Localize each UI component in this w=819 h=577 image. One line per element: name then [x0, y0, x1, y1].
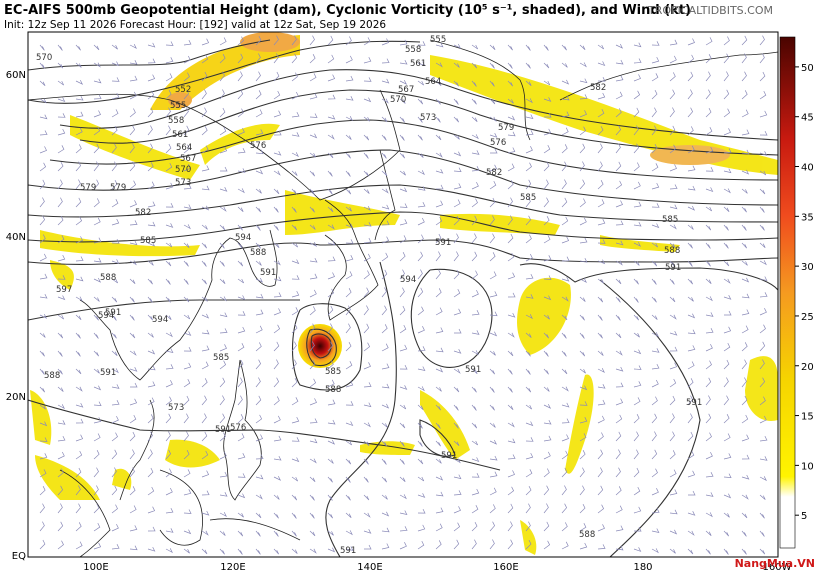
contour-label: 570: [390, 95, 406, 105]
contour-labels: 5705525555585615645675705735765795825855…: [36, 35, 702, 556]
contour-label: 573: [168, 403, 184, 413]
contour-label: 585: [213, 353, 229, 363]
contour-label: 591: [686, 398, 702, 408]
contour-label: 591: [441, 451, 457, 461]
lat-label: 40N: [6, 232, 26, 243]
colorbar: [779, 36, 796, 549]
lat-label: 20N: [6, 392, 26, 403]
contour-label: 561: [172, 130, 188, 140]
contour-label: 579: [498, 123, 514, 133]
contour-label: 564: [425, 77, 441, 87]
lon-label: 100E: [83, 562, 108, 573]
contour-label: 588: [325, 385, 341, 395]
lon-label: 160E: [493, 562, 518, 573]
contour-label: 582: [590, 83, 606, 93]
colorbar-tick-label: 35: [801, 212, 814, 223]
contour-label: 576: [490, 138, 506, 148]
contour-label: 591: [465, 365, 481, 375]
contour-label: 567: [398, 85, 414, 95]
contour-label: 579: [80, 183, 96, 193]
contour-label: 555: [430, 35, 446, 45]
subtitle: Init: 12z Sep 11 2026 Forecast Hour: [19…: [4, 19, 386, 31]
map-frame: [27, 31, 779, 558]
contour-label: 588: [250, 248, 266, 258]
map-background: [28, 32, 778, 557]
lon-label: 160W: [763, 562, 792, 573]
title: EC-AIFS 500mb Geopotential Height (dam),…: [4, 3, 691, 18]
contour-label: 591: [105, 308, 121, 318]
colorbar-tick-label: 20: [801, 362, 814, 373]
colorbar-tick-label: 50: [801, 63, 814, 74]
contour-label: 582: [135, 208, 151, 218]
wind-barb-field: [39, 35, 768, 555]
contour-label: 585: [140, 236, 156, 246]
contour-label: 582: [486, 168, 502, 178]
height-contours: [28, 39, 778, 557]
contour-label: 591: [665, 263, 681, 273]
lat-label: 60N: [6, 70, 26, 81]
lon-label: 120E: [220, 562, 245, 573]
wind-barbs: [39, 35, 768, 555]
watermark: NangMua.VN: [735, 557, 815, 570]
colorbar-tick-label: 5: [801, 511, 807, 522]
contour-label: 579: [110, 183, 126, 193]
contour-label: 591: [260, 268, 276, 278]
contour-label: 561: [410, 59, 426, 69]
axis-labels: 60N 40N 20N EQ 100E 120E 140E 160E 180 160W 5 10 15 2…: [6, 63, 814, 573]
colorbar-tick-label: 45: [801, 113, 814, 124]
contour-label: 576: [230, 423, 246, 433]
contour-label: 588: [100, 273, 116, 283]
lat-label: EQ: [12, 551, 26, 562]
contour-label: 585: [325, 367, 341, 377]
colorbar-tick-label: 40: [801, 163, 814, 174]
contour-label: 588: [664, 246, 680, 256]
typhoon-vorticity: [298, 324, 342, 368]
contour-label: 570: [36, 53, 52, 63]
vorticity-shading: [30, 32, 778, 555]
contour-label: 570: [175, 165, 191, 175]
contour-label: 558: [405, 45, 421, 55]
contour-label: 594: [400, 275, 416, 285]
contour-label: 552: [175, 85, 191, 95]
colorbar-tick-label: 25: [801, 312, 814, 323]
contour-label: 558: [168, 116, 184, 126]
contour-label: 594: [235, 233, 251, 243]
contour-label: 591: [435, 238, 451, 248]
contour-label: 585: [662, 215, 678, 225]
contour-label: 573: [175, 178, 191, 188]
contour-label: 576: [250, 141, 266, 151]
map: 5705525555585615645675705735765795825855…: [28, 32, 778, 557]
contour-label: 555: [170, 101, 186, 111]
lon-label: 140E: [357, 562, 382, 573]
contour-label: 597: [56, 285, 72, 295]
contour-label: 585: [520, 193, 536, 203]
contour-label: 573: [420, 113, 436, 123]
site-name: TROPICALTIDBITS.COM: [647, 4, 773, 17]
contour-label: 588: [44, 371, 60, 381]
contour-label: 591: [100, 368, 116, 378]
contour-label: 594: [152, 315, 168, 325]
coastlines: [28, 39, 778, 557]
contour-label: 567: [180, 154, 196, 164]
colorbar-tick-label: 30: [801, 262, 814, 273]
contour-label: 591: [215, 425, 231, 435]
contour-label: 594: [98, 311, 114, 321]
contour-label: 588: [579, 530, 595, 540]
lon-label: 180: [633, 562, 652, 573]
contour-label: 564: [176, 143, 192, 153]
contour-label: 591: [340, 546, 356, 556]
colorbar-tick-label: 10: [801, 461, 814, 472]
colorbar-tick-label: 15: [801, 412, 814, 423]
